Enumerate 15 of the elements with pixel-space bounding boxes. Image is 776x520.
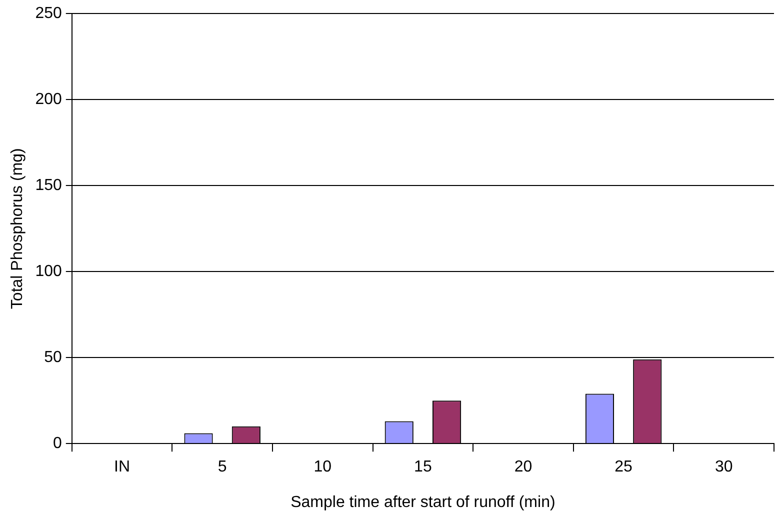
x-tick-label: 20 — [514, 458, 532, 476]
y-tick-label: 200 — [35, 91, 62, 108]
x-tick-label: 5 — [218, 458, 227, 476]
x-axis-title: Sample time after start of runoff (min) — [290, 494, 556, 511]
x-tick-label: 30 — [714, 458, 733, 476]
x-tick-label: 15 — [414, 458, 432, 476]
y-axis-title: Total Phosphorus (mg) — [9, 148, 26, 310]
y-tick-label: 50 — [44, 349, 62, 366]
x-tick-label: IN — [114, 458, 130, 476]
y-tick-label: 0 — [52, 435, 62, 452]
x-tick-label: 10 — [314, 458, 332, 476]
x-tick-label: 25 — [614, 458, 633, 476]
y-tick-label: 250 — [35, 5, 62, 22]
y-tick-label: 100 — [35, 263, 62, 280]
y-tick-label: 150 — [35, 177, 62, 194]
